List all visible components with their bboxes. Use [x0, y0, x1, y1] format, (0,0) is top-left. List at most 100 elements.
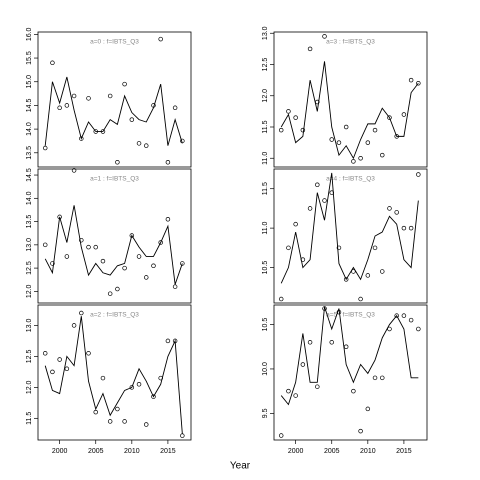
y-tick-label: 11.0: [262, 221, 269, 234]
observed-point: [86, 244, 91, 250]
observed-point: [50, 369, 55, 375]
observed-point: [293, 115, 298, 120]
observed-point: [387, 115, 392, 120]
y-tick-label: 9.5: [262, 408, 269, 418]
observed-point: [408, 317, 414, 323]
observed-point: [144, 275, 149, 280]
observed-point: [315, 99, 320, 105]
observed-point: [100, 258, 106, 264]
observed-point: [165, 160, 171, 165]
observed-point: [336, 245, 342, 251]
observed-point: [372, 375, 378, 381]
observed-point: [315, 384, 320, 389]
observed-point: [351, 269, 356, 274]
y-tick-label: 15.0: [26, 75, 33, 89]
observed-point: [136, 141, 142, 146]
y-tick-label: 11.5: [262, 120, 269, 133]
observed-point: [144, 143, 149, 148]
y-tick-label: 14.5: [26, 99, 33, 113]
y-tick-label: 12.5: [26, 349, 33, 363]
observed-point: [329, 190, 334, 195]
observed-point: [380, 152, 385, 158]
observed-point: [307, 46, 313, 52]
y-tick-label: 13.0: [26, 319, 33, 333]
observed-point: [42, 145, 48, 151]
observed-point: [300, 362, 306, 367]
panel-frame: [273, 31, 428, 168]
y-tick-label: 14.5: [26, 168, 33, 182]
observed-point: [286, 109, 291, 114]
x-tick-label: 2010: [124, 448, 140, 455]
observed-point: [64, 254, 70, 259]
observed-point: [151, 394, 156, 399]
observed-point: [416, 172, 421, 177]
observed-point: [57, 357, 62, 362]
observed-point: [136, 254, 142, 259]
observed-point: [122, 419, 127, 424]
observed-point: [57, 214, 62, 220]
y-tick-label: 16.0: [26, 27, 33, 41]
panel-strip-label: a=1 : f=IBTS_Q3: [90, 176, 139, 183]
observed-point: [158, 36, 163, 42]
panel-strip-label: a=5 : f=IBTS_Q3: [326, 312, 375, 319]
observed-point: [358, 156, 363, 161]
fitted-line: [44, 316, 183, 434]
observed-point: [278, 127, 284, 133]
observed-point: [57, 105, 62, 111]
observed-point: [144, 422, 149, 427]
x-tick-label: 2000: [52, 448, 68, 455]
observed-point: [172, 284, 178, 289]
observed-point: [365, 273, 371, 278]
observed-point: [380, 375, 385, 381]
observed-point: [122, 265, 127, 271]
fitted-line: [44, 76, 183, 146]
panel-frame: [37, 168, 192, 304]
x-tick-label: 2005: [324, 448, 340, 455]
observed-point: [172, 338, 178, 344]
y-tick-label: 12.0: [26, 380, 33, 394]
y-tick-label: 14.0: [26, 191, 33, 205]
observed-point: [322, 198, 327, 203]
y-tick-label: 13.5: [26, 215, 33, 229]
y-tick-label: 12.0: [262, 89, 269, 103]
observed-point: [180, 433, 185, 438]
observed-point: [158, 375, 163, 381]
observed-point: [115, 160, 120, 165]
observed-point: [100, 375, 106, 381]
observed-point: [380, 269, 385, 274]
observed-point: [86, 96, 91, 101]
panel-strip-label: a=4 : f=IBTS_Q3: [326, 176, 375, 183]
y-tick-label: 14.0: [26, 122, 33, 136]
y-tick-label: 10.0: [262, 362, 269, 376]
y-tick-label: 12.5: [26, 261, 33, 275]
observed-point: [79, 310, 84, 316]
fitted-line: [280, 61, 419, 160]
y-tick-label: 11.5: [26, 412, 33, 425]
observed-point: [79, 136, 84, 141]
observed-point: [122, 81, 127, 87]
observed-point: [300, 127, 306, 133]
observed-point: [293, 221, 298, 227]
observed-point: [351, 159, 356, 164]
observed-point: [343, 344, 349, 349]
observed-point: [401, 225, 407, 231]
fitted-line: [280, 172, 419, 284]
observed-point: [372, 127, 378, 133]
panel-frame: [273, 304, 428, 441]
observed-point: [180, 261, 185, 266]
observed-point: [278, 296, 284, 302]
observed-point: [50, 60, 55, 66]
panel-strip-label: a=2 : f=IBTS_Q3: [90, 312, 139, 319]
observed-point: [387, 206, 392, 211]
observed-point: [129, 233, 135, 238]
x-tick-label: 2005: [88, 448, 104, 455]
observed-point: [372, 245, 378, 251]
panel-frame: [273, 168, 428, 304]
y-tick-label: 13.0: [26, 238, 33, 252]
observed-point: [416, 326, 421, 332]
observed-point: [394, 134, 399, 139]
observed-point: [180, 138, 185, 144]
observed-point: [307, 206, 313, 211]
observed-point: [100, 129, 106, 134]
y-tick-label: 13.5: [26, 146, 33, 160]
